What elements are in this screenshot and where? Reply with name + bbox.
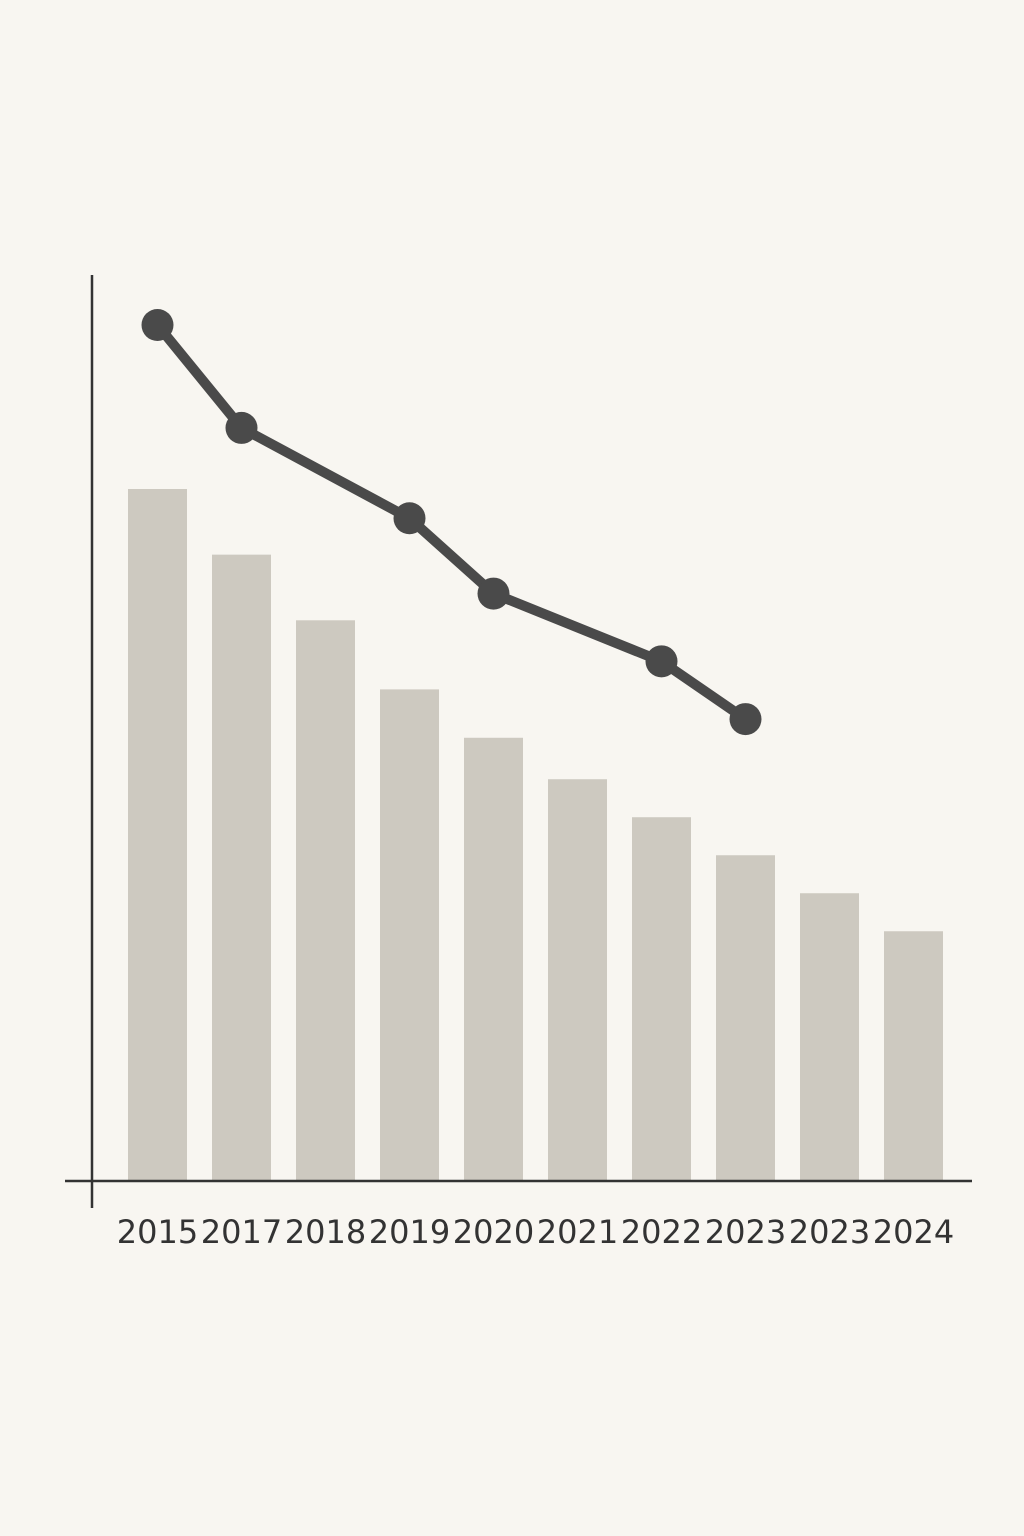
x-tick-label: 2024 xyxy=(873,1213,954,1251)
bar-2023-8 xyxy=(800,893,859,1180)
bar-2021-5 xyxy=(548,779,607,1180)
x-tick-label: 2022 xyxy=(621,1213,702,1251)
bar-2017-1 xyxy=(212,554,271,1180)
bar-2023-7 xyxy=(716,855,775,1180)
bar-2024-9 xyxy=(884,931,943,1180)
trend-point-2017-1 xyxy=(225,411,258,444)
bar-2019-3 xyxy=(380,689,439,1180)
x-tick-label: 2020 xyxy=(453,1213,534,1251)
bar-2022-6 xyxy=(632,817,691,1180)
x-tick-label: 2019 xyxy=(369,1213,450,1251)
trend-point-2020-3 xyxy=(477,577,510,610)
x-tick-label: 2018 xyxy=(285,1213,366,1251)
trend-line-group xyxy=(141,309,762,736)
x-tick-label: 2017 xyxy=(201,1213,282,1251)
trend-line xyxy=(152,320,751,725)
x-tick-labels: 2015 2017 2018 2019 2020 2021 2022 2023 2023 2024 xyxy=(117,1213,954,1251)
trend-point-2019-2 xyxy=(393,502,426,535)
bar-2015-0 xyxy=(128,489,187,1180)
x-tick-label: 2023 xyxy=(705,1213,786,1251)
x-tick-label: 2023 xyxy=(789,1213,870,1251)
bar-2020-4 xyxy=(464,737,523,1180)
x-tick-label: 2015 xyxy=(117,1213,198,1251)
trend-point-2015-0 xyxy=(141,309,174,341)
bar-2018-2 xyxy=(296,620,355,1180)
x-tick-label: 2021 xyxy=(537,1213,618,1251)
trend-point-2022-4 xyxy=(645,645,678,678)
bar-group xyxy=(128,489,943,1180)
trend-point-2023-5 xyxy=(729,703,762,736)
